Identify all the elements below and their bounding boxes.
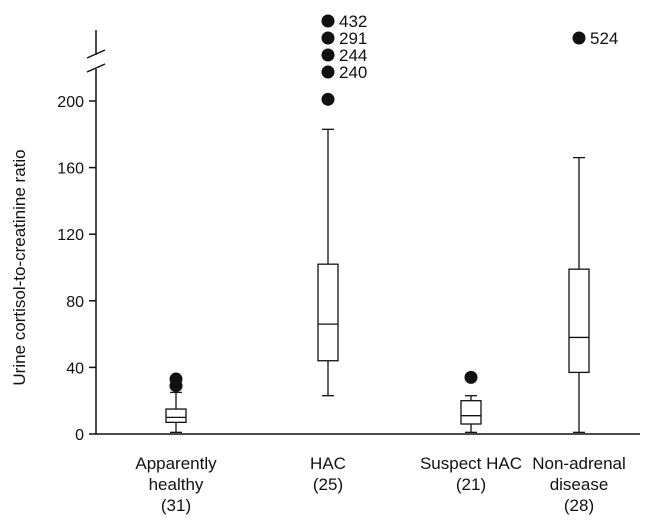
y-tick-label: 40 bbox=[66, 360, 84, 377]
outlier-label: 524 bbox=[590, 29, 618, 48]
axis-break-mark bbox=[86, 63, 106, 73]
y-tick-label: 120 bbox=[57, 227, 84, 244]
outlier-point bbox=[572, 31, 586, 45]
box-group bbox=[460, 370, 482, 433]
x-category-label: (31) bbox=[161, 496, 191, 515]
y-tick-label: 160 bbox=[57, 161, 84, 178]
outlier-label: 240 bbox=[339, 63, 367, 82]
outlier-label: 291 bbox=[339, 29, 367, 48]
outlier-point bbox=[169, 372, 183, 386]
iqr-box bbox=[460, 400, 482, 425]
outlier-point bbox=[321, 92, 335, 106]
outlier-label: 244 bbox=[339, 46, 367, 65]
x-category-label: HAC bbox=[310, 454, 346, 473]
x-category-label: Non-adrenal bbox=[532, 454, 626, 473]
box-group: 524 bbox=[568, 29, 618, 433]
x-category-label: (28) bbox=[564, 496, 594, 515]
y-axis-title: Urine cortisol-to-creatinine ratio bbox=[10, 149, 29, 385]
y-tick-label: 80 bbox=[66, 294, 84, 311]
iqr-box bbox=[317, 263, 339, 362]
x-category-label: (21) bbox=[456, 475, 486, 494]
outlier-point bbox=[464, 370, 478, 384]
outlier-label: 432 bbox=[339, 12, 367, 31]
y-tick-label: 200 bbox=[57, 94, 84, 111]
x-category-label: (25) bbox=[313, 475, 343, 494]
axis-break-mark bbox=[86, 49, 106, 59]
outlier-point bbox=[321, 65, 335, 79]
outlier-point bbox=[321, 31, 335, 45]
iqr-box bbox=[165, 408, 187, 423]
iqr-box bbox=[568, 268, 590, 374]
x-category-label: disease bbox=[550, 475, 609, 494]
x-category-label: Apparently bbox=[135, 454, 217, 473]
x-category-label: Suspect HAC bbox=[420, 454, 522, 473]
x-category-label: healthy bbox=[149, 475, 204, 494]
y-tick-label: 0 bbox=[75, 427, 84, 444]
outlier-point bbox=[321, 48, 335, 62]
box-group bbox=[165, 372, 187, 433]
outlier-point bbox=[321, 14, 335, 28]
